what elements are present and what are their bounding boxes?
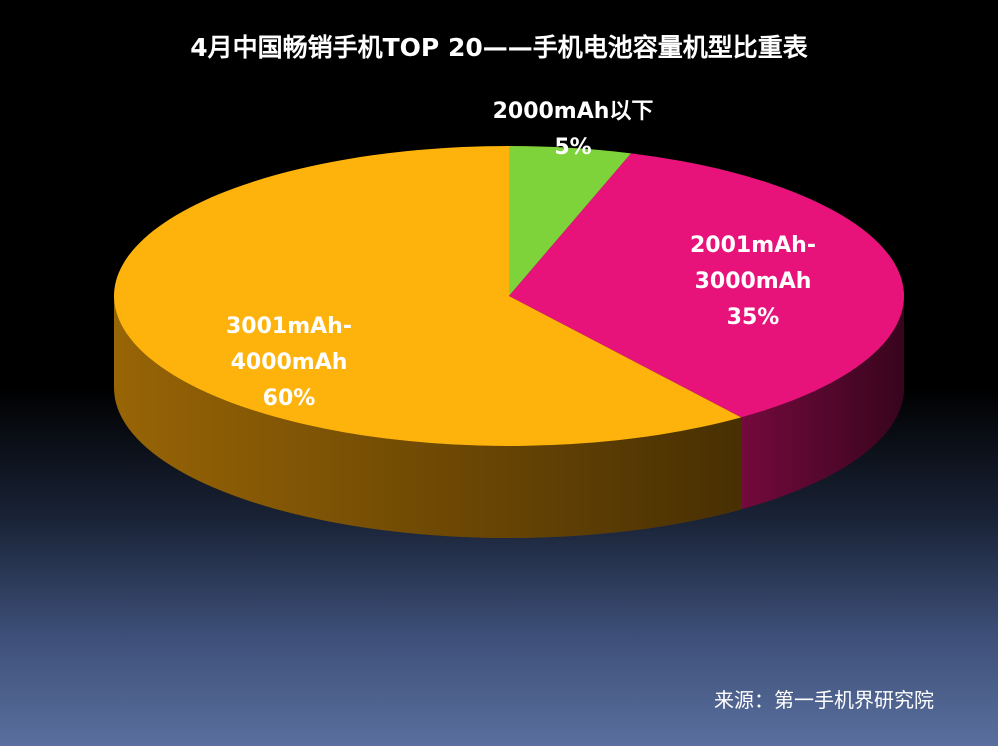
slice-label-1-2: 35% (727, 305, 780, 330)
slice-label-2-2: 60% (263, 386, 316, 411)
slice-label-1-1: 3000mAh (695, 269, 812, 294)
pie-slice-0 (509, 146, 632, 296)
pie-side-shade-1 (741, 296, 904, 510)
slice-label-2-0: 3001mAh- (226, 314, 352, 339)
pie-slice-1 (509, 153, 904, 418)
slice-label-0-0: 2000mAh以下 (493, 99, 654, 124)
slice-label-1-0: 2001mAh- (690, 233, 816, 258)
source-note: 来源：第一手机界研究院 (714, 688, 934, 712)
chart-title: 4月中国畅销手机TOP 20——手机电池容量机型比重表 (190, 33, 808, 62)
slice-label-2-1: 4000mAh (231, 350, 348, 375)
pie-side-shade-2 (114, 296, 742, 538)
slice-label-0-1: 5% (554, 135, 591, 160)
pie-slice-2 (113, 146, 742, 447)
